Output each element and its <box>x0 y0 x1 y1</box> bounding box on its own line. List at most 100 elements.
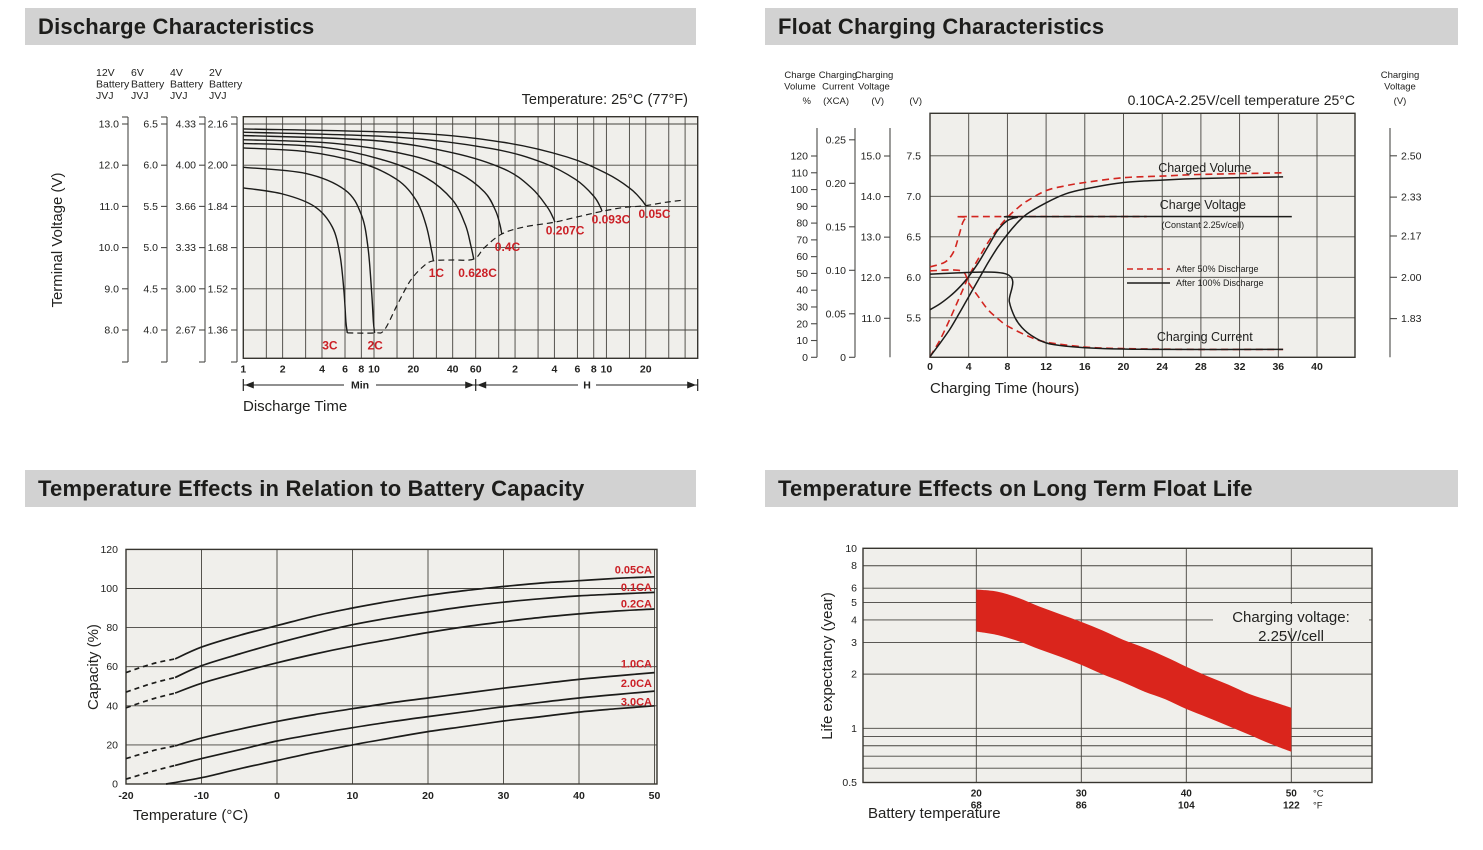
capacity-curve-dash-0.2CA <box>125 692 176 709</box>
scale-tick-label: 1.83 <box>1401 313 1422 325</box>
x-tick-label: 10 <box>347 790 359 802</box>
scale-tick-label: 2.33 <box>1401 192 1422 204</box>
x-tick-label: 6 <box>574 364 580 376</box>
scale-tick-label: 5.5 <box>143 201 158 213</box>
x-tick-label: -20 <box>118 790 133 802</box>
x-tick-label: 2 <box>512 364 518 376</box>
curve-charged-volume-100 <box>929 176 1284 358</box>
curve-charging-current-100 <box>929 271 1284 351</box>
float-charging-chart: ChargeVolume%120110100908070605040302010… <box>784 70 1421 397</box>
scale-header: Charging <box>1381 70 1420 81</box>
y-tick-label: 10 <box>845 543 857 555</box>
scale-tick-label: 0.20 <box>826 178 847 190</box>
scale-tick-label: 6.0 <box>906 272 921 284</box>
scale-tick-label: 2.67 <box>176 325 197 337</box>
scale-tick-label: 13.0 <box>99 119 120 131</box>
scale-tick-label: 12.0 <box>861 272 882 284</box>
x-tick-label: 12 <box>1040 361 1052 373</box>
x-axis-title: Battery temperature <box>868 805 1001 822</box>
x-tick-label: 8 <box>591 364 597 376</box>
x-axis-title: Temperature (°C) <box>133 807 248 824</box>
x-tick-label: -10 <box>194 790 209 802</box>
range-label-h: H <box>583 380 591 392</box>
scale-header: 2V <box>209 67 222 79</box>
scale-header: JVJ <box>209 90 227 102</box>
scale-tick-label: 1.52 <box>208 283 229 295</box>
y-tick-label: 4 <box>851 614 857 626</box>
capacity-curve-dash-0.05CA <box>125 658 176 674</box>
x-tick-label: 6 <box>342 364 348 376</box>
scale-tick-label: 110 <box>791 167 808 179</box>
capacity-curve-dash-1.0CA <box>125 745 176 760</box>
scale-header: Battery <box>96 79 130 91</box>
section-header-float-life: Temperature Effects on Long Term Float L… <box>765 470 1458 507</box>
x-tick-label: 16 <box>1079 361 1091 373</box>
discharge-chart: 12VBatteryJVJ13.012.011.010.09.08.06VBat… <box>49 67 699 415</box>
plot-label: Charging Current <box>1157 330 1253 344</box>
discharge-curve-2C <box>243 166 376 333</box>
scale-tick-label: 90 <box>796 201 808 213</box>
scale-tick-label: 4.33 <box>176 119 197 131</box>
x-tick-label-f: 104 <box>1178 801 1195 812</box>
x-tick-label: 30 <box>498 790 510 802</box>
discharge-curve-1C <box>243 147 435 261</box>
y-tick-label: 80 <box>106 622 118 634</box>
x-tick-label: 0 <box>927 361 933 373</box>
section-header-temp-capacity: Temperature Effects in Relation to Batte… <box>25 470 696 507</box>
scale-tick-label: 2.16 <box>208 119 229 131</box>
series-label: 0.628C <box>458 266 497 280</box>
x-tick-label-c: 40 <box>1181 789 1193 800</box>
discharge-curve-0.207C <box>243 134 556 223</box>
x-tick-label: 20 <box>640 364 652 376</box>
arrowhead <box>465 381 475 389</box>
y-tick-label: 5 <box>851 597 857 609</box>
series-label: 0.2CA <box>621 599 652 611</box>
x-tick-label: 24 <box>1156 361 1168 373</box>
scale-tick-label: 1.84 <box>208 201 229 213</box>
x-tick-label: 20 <box>1118 361 1130 373</box>
y-tick-label: 20 <box>106 739 118 751</box>
y-tick-label: 0.5 <box>842 777 857 789</box>
section-header-float-charging: Float Charging Characteristics <box>765 8 1458 45</box>
capacity-curve-dash-0.1CA <box>125 676 176 693</box>
scale-tick-label: 70 <box>796 234 808 246</box>
scale-tick-label: 120 <box>790 151 808 163</box>
section-title-float-charging: Float Charging Characteristics <box>778 13 1105 39</box>
scale-header: Charging <box>855 70 894 81</box>
y-tick-label: 40 <box>106 700 118 712</box>
life-expectancy-band <box>976 589 1292 752</box>
scale-header: 6V <box>131 67 144 79</box>
cutoff-voltage-curve <box>347 199 683 334</box>
scale-unit: (XCA) <box>823 96 849 107</box>
curve-charge-voltage-50 <box>929 215 1147 268</box>
y-tick-label: 0 <box>112 779 118 791</box>
capacity-curve-0.2CA <box>174 608 655 694</box>
scale-tick-label: 30 <box>796 301 808 313</box>
scale-tick-label: 1.68 <box>208 242 229 254</box>
x-tick-label: 4 <box>319 364 325 376</box>
annotation-line: Charging voltage: <box>1232 609 1350 626</box>
x-tick-label: 28 <box>1195 361 1207 373</box>
y-tick-label: 120 <box>100 544 118 556</box>
y-tick-label: 60 <box>106 661 118 673</box>
float-life-chart: Charging voltage:2.25V/cell1086543210.52… <box>819 543 1373 822</box>
scale-tick-label: 3.33 <box>176 242 197 254</box>
scale-tick-label: 6.5 <box>906 231 921 243</box>
series-label: 2C <box>367 339 383 353</box>
scale-unit: (V) <box>1394 96 1407 107</box>
scale-tick-label: 4.5 <box>143 283 158 295</box>
legend-label: After 50% Discharge <box>1176 264 1259 274</box>
label-mask <box>344 378 376 392</box>
section-title-discharge: Discharge Characteristics <box>38 13 315 39</box>
scale-tick-label: 9.0 <box>104 283 119 295</box>
scale-header: 12V <box>96 67 115 79</box>
annotation-mask <box>1213 604 1369 628</box>
scale-tick-label: 12.0 <box>99 160 120 172</box>
x-tick-label: 1 <box>240 364 246 376</box>
y-tick-label: 3 <box>851 637 857 649</box>
scale-tick-label: 0.10 <box>826 265 847 277</box>
x-tick-label: 4 <box>551 364 557 376</box>
x-tick-label: 4 <box>966 361 972 373</box>
scale-tick-label: 7.5 <box>906 150 921 162</box>
